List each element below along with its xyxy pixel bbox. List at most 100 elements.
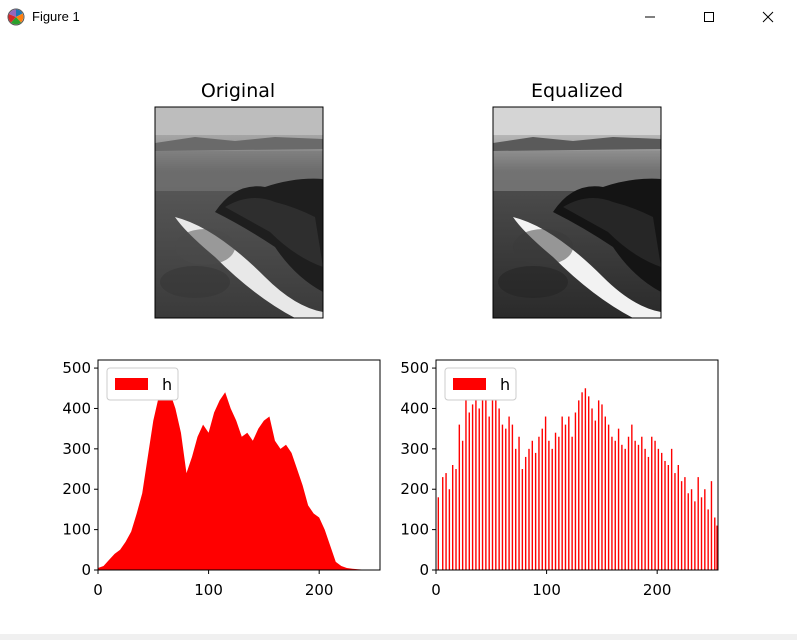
y-tick-label: 0 (419, 561, 429, 579)
histogram-bar (657, 448, 660, 570)
close-button[interactable] (745, 0, 791, 34)
histogram-bar (481, 388, 484, 570)
window-titlebar: Figure 1 (0, 0, 797, 34)
minimize-icon (645, 16, 655, 18)
histogram-bar (561, 416, 563, 570)
histogram-bar (538, 436, 540, 570)
histogram-bar (505, 428, 507, 570)
histogram-bar (471, 404, 474, 570)
histogram-bar (534, 452, 537, 570)
original-title: Original (201, 80, 275, 102)
y-tick-label: 400 (400, 399, 429, 417)
histogram-area (98, 392, 380, 570)
histogram-bar (475, 392, 477, 570)
histogram-bar (624, 448, 626, 570)
histogram-bar (588, 396, 590, 570)
histogram-bar (511, 424, 514, 570)
histogram-bar (554, 432, 557, 570)
histogram-bar (601, 404, 603, 570)
y-tick-label: 300 (62, 440, 91, 458)
histogram-bar (465, 396, 467, 570)
histogram-bar (654, 440, 656, 570)
equalized-histogram: 0 100 200 300 400 500 0 100 200 h (400, 359, 719, 599)
histogram-bar (455, 469, 457, 570)
histogram-bar (584, 388, 587, 570)
histogram-bar (714, 517, 716, 570)
histogram-bar (544, 416, 547, 570)
histogram-bar (448, 489, 451, 570)
histogram-bar (684, 477, 686, 570)
histogram-bar (697, 477, 699, 570)
histogram-bar (607, 424, 610, 570)
y-tick-label: 500 (400, 359, 429, 377)
histogram-bar (644, 448, 646, 570)
histogram-bar (694, 501, 696, 570)
histogram-bar (468, 412, 470, 570)
histogram-bar (634, 440, 636, 570)
x-tick-label: 200 (643, 581, 672, 599)
histogram-bar (571, 436, 573, 570)
histogram-bar (667, 465, 670, 570)
y-tick-label: 400 (62, 399, 91, 417)
histogram-bar (670, 448, 673, 570)
legend: h (106, 367, 179, 401)
histogram-bar (541, 428, 543, 570)
histogram-bar (478, 408, 480, 570)
histogram-bar (704, 489, 706, 570)
y-tick-label: 200 (400, 480, 429, 498)
histogram-bar (647, 456, 650, 570)
y-tick-label: 100 (400, 521, 429, 539)
histogram-bar (491, 392, 494, 570)
histogram-bar (548, 440, 550, 570)
histogram-bar (581, 392, 583, 570)
histogram-bar (604, 416, 606, 570)
histogram-bar (716, 525, 718, 570)
histogram-bar (614, 440, 616, 570)
minimize-button[interactable] (627, 0, 673, 34)
maximize-button[interactable] (686, 0, 732, 34)
original-image (154, 106, 324, 319)
histogram-bar (591, 408, 593, 570)
histogram-bar (594, 420, 597, 570)
window-bottom-border (0, 634, 797, 640)
legend-label: h (162, 375, 172, 394)
histogram-bar (651, 436, 653, 570)
histogram-bar (690, 489, 693, 570)
histogram-bar (664, 460, 666, 570)
histogram-bar (677, 465, 679, 570)
close-icon (762, 11, 774, 23)
histogram-bar (442, 477, 444, 570)
axes-frame (97, 359, 381, 571)
axes-frame (435, 359, 719, 571)
y-tick-label: 0 (81, 561, 91, 579)
histogram-bar (458, 424, 461, 570)
histogram-bar (508, 416, 510, 570)
histogram-bar (451, 465, 454, 570)
x-tick-label: 200 (305, 581, 334, 599)
legend-swatch (453, 378, 486, 390)
equalized-image (492, 106, 662, 319)
histogram-bar (687, 493, 689, 570)
histogram-bar (518, 436, 520, 570)
histogram-bar (558, 436, 560, 570)
histogram-bar (501, 424, 504, 570)
x-tick-label: 100 (532, 581, 561, 599)
histogram-bar (710, 481, 713, 570)
histogram-bar (437, 497, 440, 570)
histogram-bar (574, 412, 577, 570)
histogram-bar (445, 473, 447, 570)
histogram-bar (528, 448, 530, 570)
histogram-bar (568, 416, 570, 570)
x-tick-label: 0 (93, 581, 103, 599)
histogram-bar (661, 452, 663, 570)
histogram-bar (498, 408, 500, 570)
original-histogram: 0 100 200 300 400 500 0 100 200 h (62, 359, 381, 599)
histogram-bar (524, 456, 527, 570)
histogram-bar (674, 473, 676, 570)
equalized-title: Equalized (531, 80, 623, 102)
histogram-bar (551, 448, 553, 570)
histogram-bar (521, 469, 524, 570)
y-tick-label: 300 (400, 440, 429, 458)
histogram-bar (488, 416, 490, 570)
y-tick-label: 200 (62, 480, 91, 498)
